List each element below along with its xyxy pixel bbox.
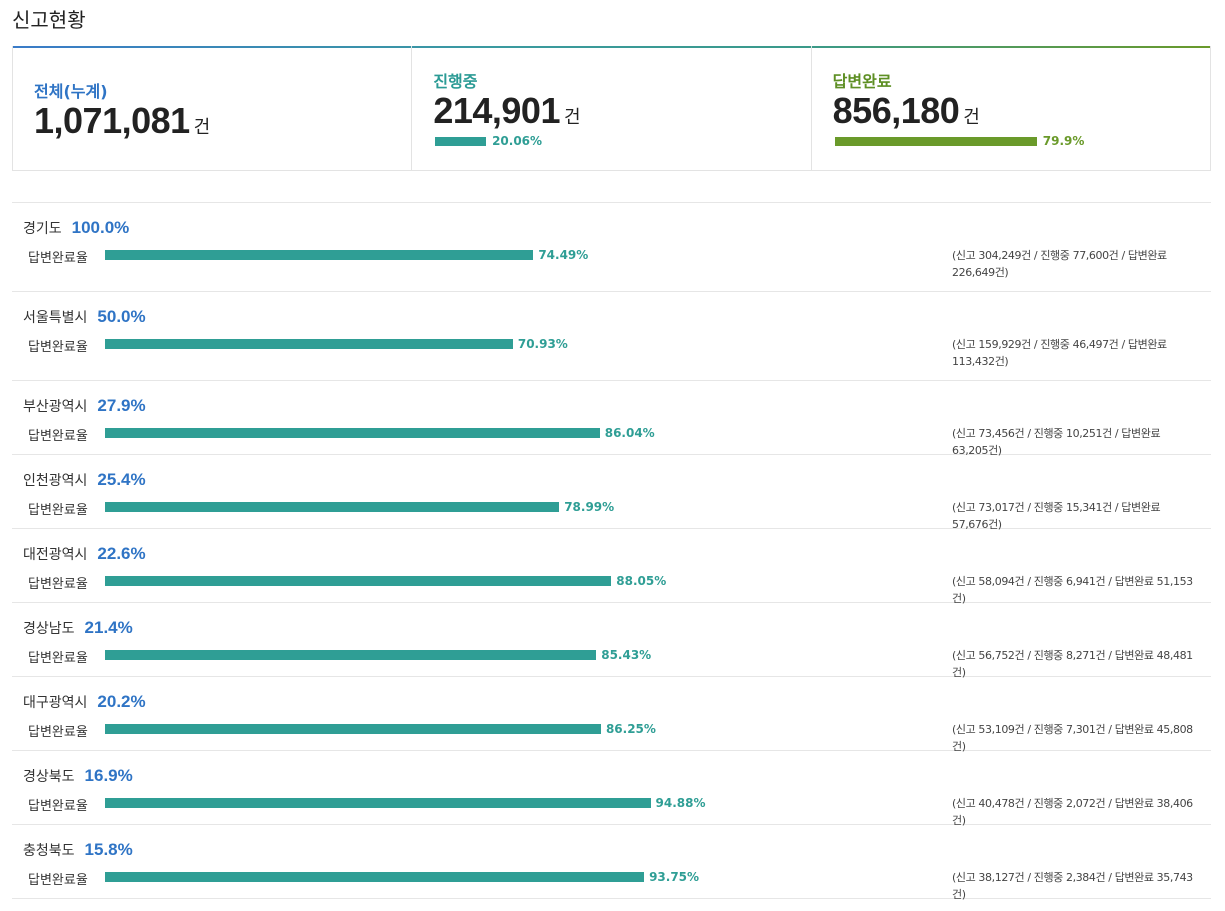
region-share: 15.8%	[84, 840, 133, 859]
in-progress-unit: 건	[563, 107, 581, 127]
rate-bar	[105, 250, 534, 260]
region-list: 경기도 100.0% 답변완료율 74.49% (신고 304,249건 / 진행중 7…	[12, 202, 1211, 901]
rate-bar	[105, 724, 601, 734]
rate-percent: 70.93%	[517, 337, 568, 351]
region-share: 21.4%	[84, 618, 133, 637]
rate-percent: 86.25%	[605, 722, 656, 736]
rate-label: 답변완료율	[28, 725, 88, 740]
region-row: 경상북도 16.9% 답변완료율 94.88% (신고 40,478건 / 진행중 2,…	[12, 751, 1211, 827]
region-name: 경상북도 16.9%	[23, 766, 133, 786]
region-share: 50.0%	[97, 307, 146, 326]
rate-percent: 78.99%	[564, 500, 615, 514]
region-row: 인천광역시 25.4% 답변완료율 78.99% (신고 73,017건 / 진행중 1…	[12, 455, 1211, 531]
rate-percent: 94.88%	[655, 796, 706, 810]
region-name-text: 경상북도	[23, 769, 75, 785]
region-row: 경상남도 21.4% 답변완료율 85.43% (신고 56,752건 / 진행중 8,…	[12, 603, 1211, 679]
rate-percent: 86.04%	[604, 426, 655, 440]
region-detail: (신고 159,929건 / 진행중 46,497건 / 답변완료 113,43…	[952, 338, 1167, 368]
region-row: 경기도 100.0% 답변완료율 74.49% (신고 304,249건 / 진행중 7…	[12, 203, 1211, 292]
completed-bar	[834, 137, 1037, 146]
total-unit: 건	[193, 117, 211, 137]
region-name-text: 대전광역시	[23, 547, 88, 563]
rate-bar	[105, 502, 560, 512]
completed-unit: 건	[963, 107, 980, 127]
region-detail: (신고 58,094건 / 진행중 6,941건 / 답변완료 51,153건)	[952, 575, 1193, 605]
region-detail: (신고 73,017건 / 진행중 15,341건 / 답변완료 57,676건…	[952, 501, 1161, 531]
in-progress-value: 214,901 건	[433, 90, 581, 131]
region-name: 대전광역시 22.6%	[23, 544, 146, 564]
region-share: 22.6%	[97, 544, 146, 563]
region-name: 경상남도 21.4%	[23, 618, 133, 638]
page-title: 신고현황	[12, 8, 86, 32]
region-row: 부산광역시 27.9% 답변완료율 86.04% (신고 73,456건 / 진행중 1…	[12, 381, 1211, 457]
region-row: 충청북도 15.8% 답변완료율 93.75% (신고 38,127건 / 진행중 2,…	[12, 825, 1211, 901]
region-name-text: 대구광역시	[23, 695, 88, 711]
completed-percent: 79.9%	[1042, 134, 1085, 148]
rate-label: 답변완료율	[28, 651, 88, 666]
region-name-text: 충청북도	[23, 843, 75, 859]
summary-top-accent	[12, 46, 1211, 48]
region-name-text: 인천광역시	[23, 473, 88, 489]
region-share: 25.4%	[97, 470, 146, 489]
in-progress-label: 진행중	[433, 72, 478, 91]
total-value: 1,071,081 건	[34, 100, 211, 141]
region-name-text: 경기도	[23, 221, 62, 237]
completed-value: 856,180 건	[832, 90, 980, 131]
region-detail: (신고 40,478건 / 진행중 2,072건 / 답변완료 38,406건)	[952, 797, 1193, 827]
rate-percent: 88.05%	[616, 574, 667, 588]
region-name: 충청북도 15.8%	[23, 840, 133, 860]
rate-label: 답변완료율	[28, 503, 88, 518]
summary-in-progress: 진행중 214,901 건 20.06%	[412, 46, 812, 170]
in-progress-bar	[435, 137, 487, 146]
region-share: 20.2%	[97, 692, 146, 711]
total-label: 전체(누계)	[34, 82, 108, 101]
region-detail: (신고 56,752건 / 진행중 8,271건 / 답변완료 48,481건)	[952, 649, 1193, 679]
rate-label: 답변완료율	[28, 251, 88, 266]
region-share: 27.9%	[97, 396, 146, 415]
region-row: 대구광역시 20.2% 답변완료율 86.25% (신고 53,109건 / 진행중 7…	[12, 677, 1211, 753]
region-row: 대전광역시 22.6% 답변완료율 88.05% (신고 58,094건 / 진행중 6…	[12, 529, 1211, 605]
rate-label: 답변완료율	[28, 577, 88, 592]
region-name: 대구광역시 20.2%	[23, 692, 146, 712]
region-detail: (신고 73,456건 / 진행중 10,251건 / 답변완료 63,205건…	[952, 427, 1161, 457]
rate-label: 답변완료율	[28, 873, 88, 888]
completed-label: 답변완료	[832, 72, 892, 91]
region-name-text: 서울특별시	[23, 310, 88, 326]
region-name: 경기도 100.0%	[23, 218, 129, 238]
rate-percent: 93.75%	[649, 870, 700, 884]
region-name-text: 부산광역시	[23, 399, 88, 415]
rate-bar	[105, 650, 597, 660]
region-share: 16.9%	[84, 766, 133, 785]
region-row: 서울특별시 50.0% 답변완료율 70.93% (신고 159,929건 / 진행중 …	[12, 292, 1211, 381]
region-share: 100.0%	[71, 218, 130, 237]
region-name: 서울특별시 50.0%	[23, 307, 146, 327]
rate-percent: 85.43%	[601, 648, 652, 662]
rate-bar	[105, 428, 600, 438]
region-detail: (신고 38,127건 / 진행중 2,384건 / 답변완료 35,743건)	[952, 871, 1193, 901]
rate-percent: 74.49%	[538, 248, 589, 262]
rate-label: 답변완료율	[28, 429, 88, 444]
summary-total: 전체(누계) 1,071,081 건	[13, 46, 413, 170]
rate-label: 답변완료율	[28, 340, 88, 355]
in-progress-percent: 20.06%	[492, 134, 543, 148]
summary-completed: 답변완료 856,180 건 79.9%	[812, 46, 1210, 170]
region-detail: (신고 304,249건 / 진행중 77,600건 / 답변완료 226,64…	[952, 249, 1167, 279]
rate-bar	[105, 872, 645, 882]
region-name: 인천광역시 25.4%	[23, 470, 146, 490]
rate-bar	[105, 576, 612, 586]
region-name: 부산광역시 27.9%	[23, 396, 146, 416]
summary-panel: 전체(누계) 1,071,081 건 진행중 214,901 건 20.06% 답변…	[12, 46, 1211, 171]
rate-bar	[105, 798, 651, 808]
rate-bar	[105, 339, 513, 349]
region-detail: (신고 53,109건 / 진행중 7,301건 / 답변완료 45,808건)	[952, 723, 1193, 753]
region-name-text: 경상남도	[23, 621, 75, 637]
rate-label: 답변완료율	[28, 799, 88, 814]
